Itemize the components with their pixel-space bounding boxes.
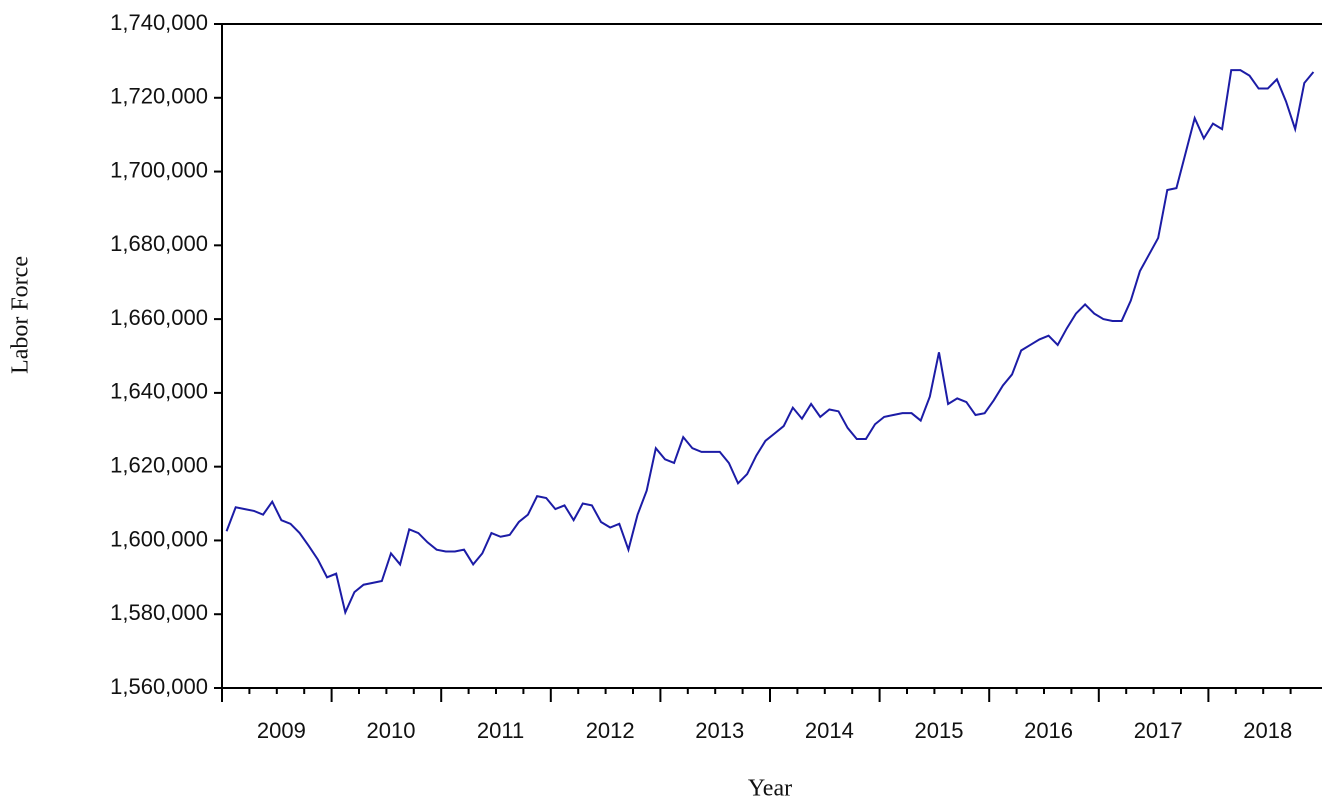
y-tick-label: 1,600,000 [110, 526, 208, 551]
x-tick-label: 2018 [1243, 718, 1292, 743]
x-tick-label: 2015 [914, 718, 963, 743]
y-tick-label: 1,720,000 [110, 84, 208, 109]
y-tick-label: 1,740,000 [110, 10, 208, 35]
data-line [225, 69, 1315, 616]
y-tick-label: 1,620,000 [110, 452, 208, 477]
x-tick-label: 2013 [695, 718, 744, 743]
y-tick-label: 1,680,000 [110, 231, 208, 256]
x-tick-label: 2017 [1134, 718, 1183, 743]
x-tick-label: 2009 [257, 718, 306, 743]
x-axis-label: Year [748, 776, 792, 802]
x-tick-label: 2011 [477, 718, 524, 743]
y-tick-label: 1,580,000 [110, 600, 208, 625]
x-tick-label: 2010 [366, 718, 415, 743]
y-tick-label: 1,640,000 [110, 379, 208, 404]
y-tick-label: 1,700,000 [110, 157, 208, 182]
x-tick-label: 2012 [586, 718, 635, 743]
y-tick-label: 1,660,000 [110, 305, 208, 330]
y-axis-label: Labor Force [8, 256, 34, 374]
x-tick-label: 2014 [805, 718, 854, 743]
y-tick-label: 1,560,000 [110, 674, 208, 699]
x-tick-label: 2016 [1024, 718, 1073, 743]
